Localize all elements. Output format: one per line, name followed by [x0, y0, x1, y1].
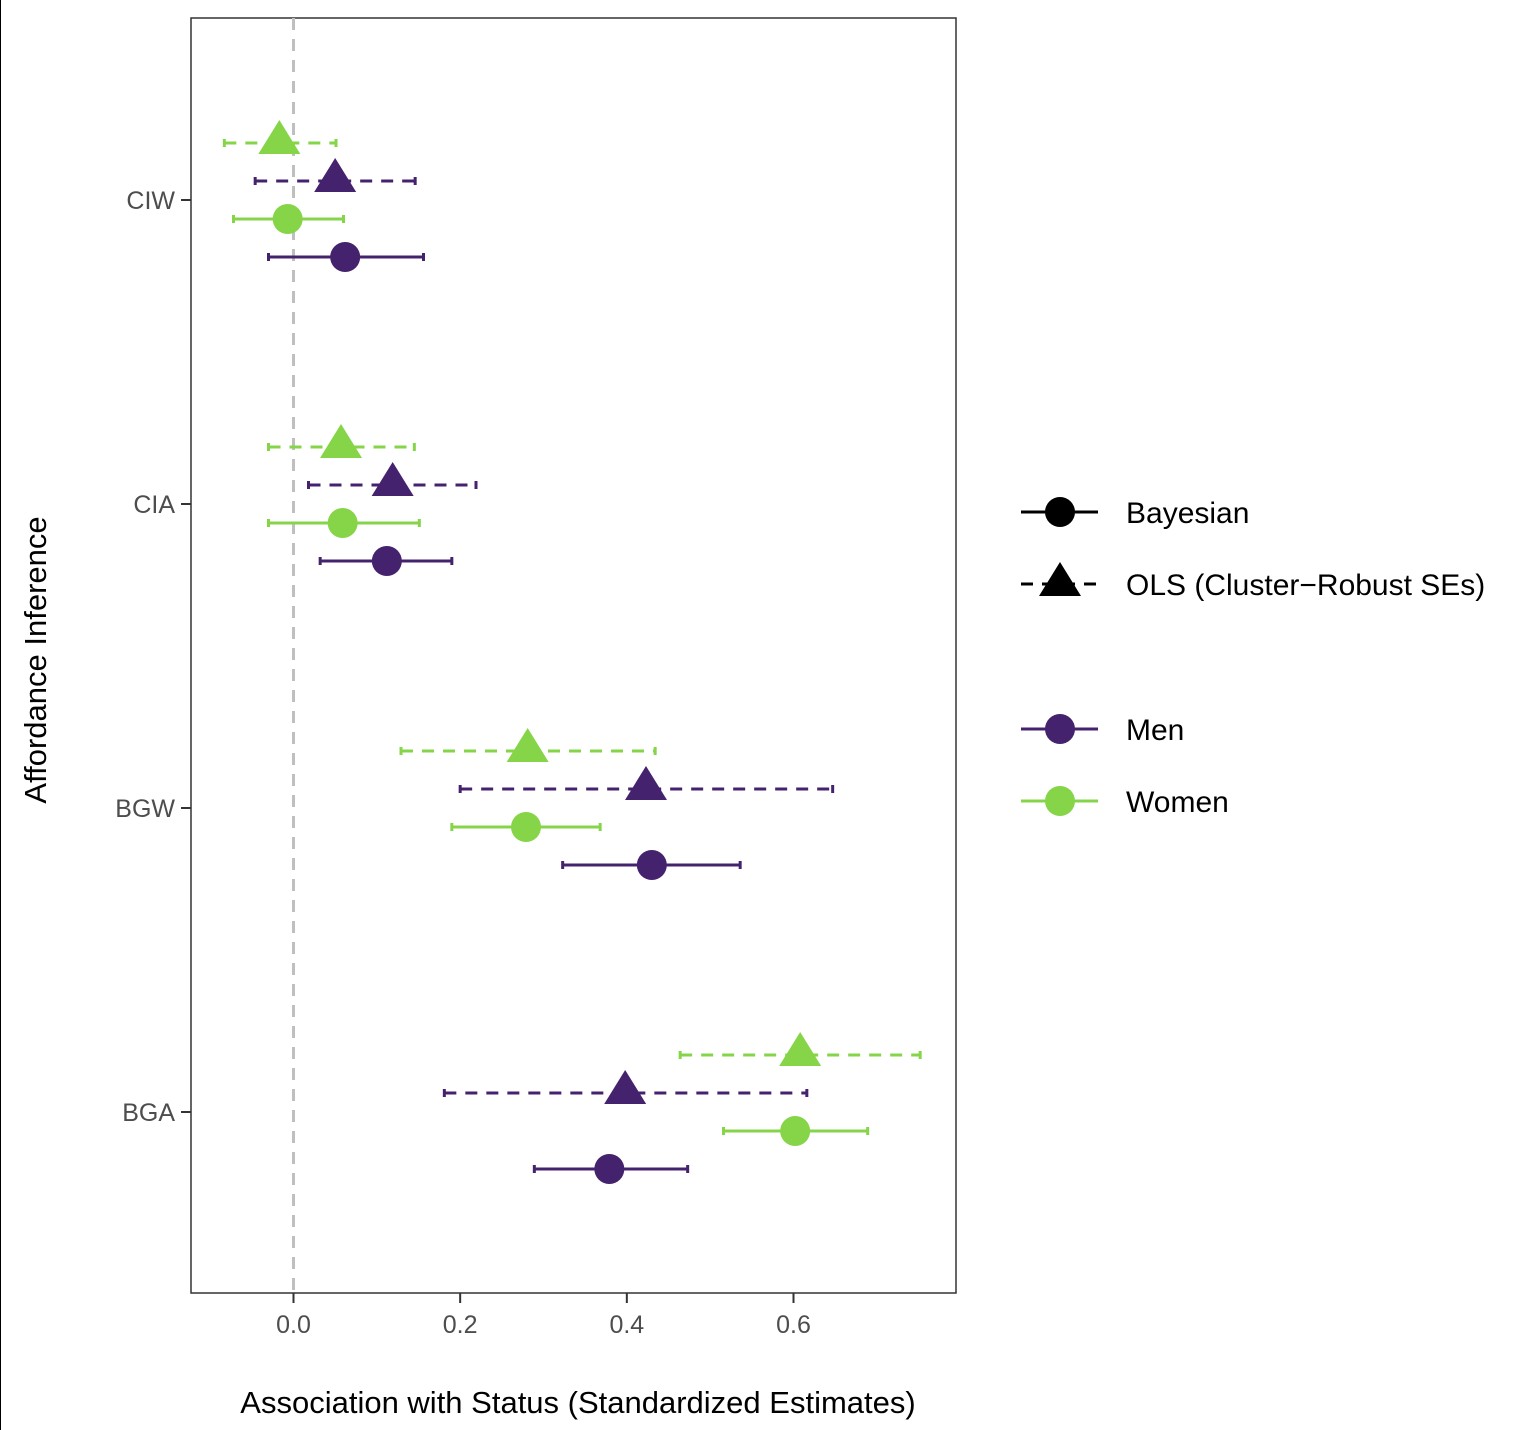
point-group-ols-men [442, 1070, 809, 1104]
point-group-ols-women [678, 1032, 922, 1066]
estimate-circle [511, 812, 541, 842]
estimate-circle [636, 850, 667, 880]
estimate-triangle [506, 728, 549, 762]
legend-item-bayesian: Bayesian [1021, 497, 1249, 530]
point-group-ols-women [399, 728, 657, 762]
legend-item-men: Men [1021, 714, 1184, 747]
legend: Bayesian OLS (Cluster−Robust SEs) Men Wo… [1021, 497, 1485, 819]
estimate-circle [594, 1154, 625, 1184]
x-tick-label: 0.0 [276, 1311, 311, 1339]
legend-circle-icon [1045, 497, 1075, 527]
point-group-ols-women [222, 120, 338, 154]
legend-label-ols: OLS (Cluster−Robust SEs) [1126, 569, 1485, 602]
estimate-triangle [371, 462, 414, 496]
estimate-triangle [625, 766, 667, 800]
point-group-bayesian-women [232, 204, 345, 234]
page-left-border [0, 0, 1, 1430]
x-tick-label: 0.6 [776, 1311, 811, 1339]
point-group-bayesian-women [722, 1116, 870, 1146]
estimate-triangle [320, 424, 362, 458]
y-axis-title: Affordance Inference [18, 516, 53, 803]
y-tick-label-bga: BGA [122, 1099, 175, 1127]
y-tick-label-cia: CIA [133, 491, 175, 519]
estimate-circle [330, 242, 361, 272]
point-group-bayesian-men [318, 546, 454, 576]
point-group-bayesian-men [532, 1154, 690, 1184]
legend-men-icon [1045, 714, 1075, 744]
legend-item-women: Women [1021, 786, 1229, 819]
point-group-bayesian-women [267, 508, 421, 538]
point-group-ols-men [307, 462, 478, 496]
point-group-ols-men [253, 158, 417, 192]
legend-label-bayesian: Bayesian [1126, 497, 1249, 530]
estimate-circle [371, 546, 402, 576]
x-axis-title: Association with Status (Standardized Es… [240, 1385, 915, 1420]
x-tick-label: 0.4 [609, 1311, 644, 1339]
point-group-bayesian-women [450, 812, 602, 842]
chart-marks [222, 120, 922, 1184]
legend-women-icon [1045, 786, 1075, 816]
legend-item-ols: OLS (Cluster−Robust SEs) [1021, 562, 1485, 602]
estimate-triangle [604, 1070, 647, 1104]
estimate-circle [327, 508, 358, 538]
estimate-triangle [314, 158, 357, 192]
legend-triangle-icon [1039, 562, 1081, 596]
estimate-circle [272, 204, 303, 234]
legend-label-women: Women [1126, 786, 1229, 819]
point-group-bayesian-men [267, 242, 425, 272]
point-group-ols-men [458, 766, 835, 800]
estimate-triangle [779, 1032, 822, 1066]
y-axis: CIW CIA BGW BGA [115, 187, 191, 1127]
x-axis: 0.0 0.2 0.4 0.6 [276, 1293, 811, 1339]
plot-panel [190, 17, 957, 1294]
estimate-triangle [258, 120, 301, 154]
point-group-ols-women [267, 424, 416, 458]
y-tick-label-bgw: BGW [115, 795, 175, 823]
estimate-circle [780, 1116, 811, 1146]
point-group-bayesian-men [561, 850, 742, 880]
x-tick-label: 0.2 [443, 1311, 478, 1339]
y-tick-label-ciw: CIW [126, 187, 175, 215]
legend-label-men: Men [1126, 714, 1184, 747]
